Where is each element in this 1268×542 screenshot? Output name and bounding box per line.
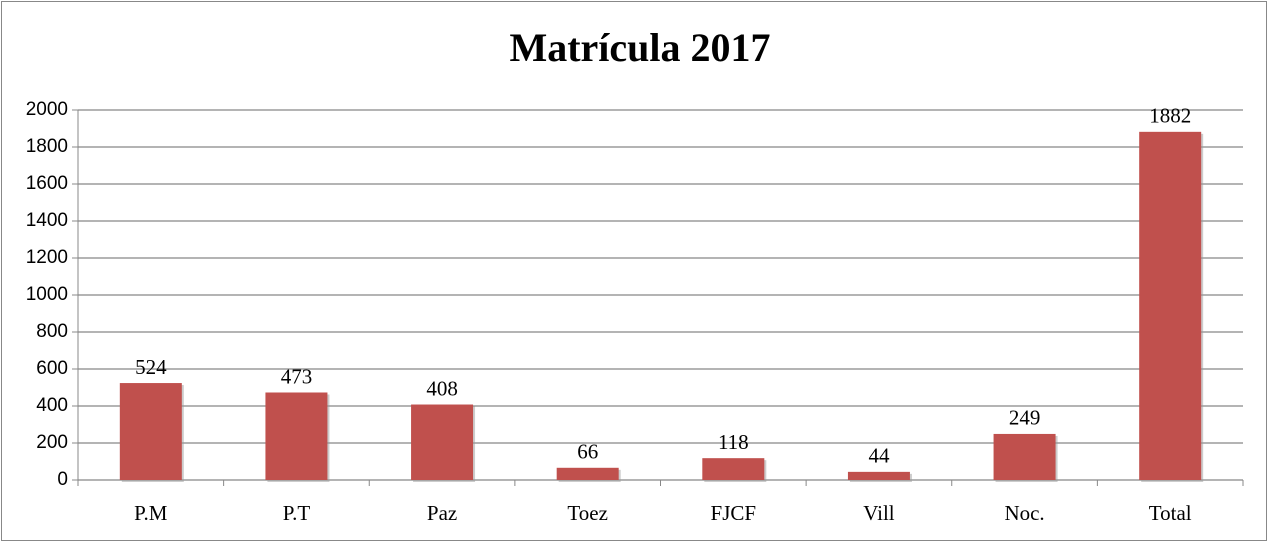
x-tick-label: Paz xyxy=(427,501,457,525)
data-label: 44 xyxy=(868,444,890,468)
x-tick-label: P.T xyxy=(283,501,311,525)
data-label: 473 xyxy=(281,364,313,388)
data-label: 408 xyxy=(426,376,458,400)
bar xyxy=(993,433,1056,480)
data-label: 1882 xyxy=(1149,104,1191,128)
bar xyxy=(847,471,910,480)
y-tick-label: 1400 xyxy=(26,210,68,231)
bar xyxy=(556,467,619,480)
x-tick-label: Noc. xyxy=(1004,501,1044,525)
bar xyxy=(411,404,474,480)
y-tick-label: 800 xyxy=(36,321,68,342)
bar xyxy=(265,392,328,480)
x-tick-label: Toez xyxy=(567,501,608,525)
data-label: 118 xyxy=(718,430,749,454)
y-tick-label: 0 xyxy=(57,469,68,490)
bar xyxy=(1139,131,1202,480)
data-label: 249 xyxy=(1009,406,1041,430)
x-tick-label: FJCF xyxy=(711,501,757,525)
y-tick-label: 1800 xyxy=(26,136,68,157)
y-tick-label: 2000 xyxy=(26,99,68,120)
data-label: 66 xyxy=(577,440,598,464)
y-tick-label: 600 xyxy=(36,358,68,379)
y-tick-label: 400 xyxy=(36,395,68,416)
bar xyxy=(119,383,182,480)
x-tick-label: Total xyxy=(1149,501,1192,525)
y-tick-label: 1000 xyxy=(26,284,68,305)
x-tick-label: Vill xyxy=(863,501,895,525)
y-tick-label: 200 xyxy=(36,432,68,453)
y-tick-label: 1600 xyxy=(26,173,68,194)
y-tick-label: 1200 xyxy=(26,247,68,268)
chart-title: Matrícula 2017 xyxy=(509,25,770,70)
bar xyxy=(702,458,765,480)
data-label: 524 xyxy=(135,355,167,379)
x-tick-label: P.M xyxy=(134,501,168,525)
